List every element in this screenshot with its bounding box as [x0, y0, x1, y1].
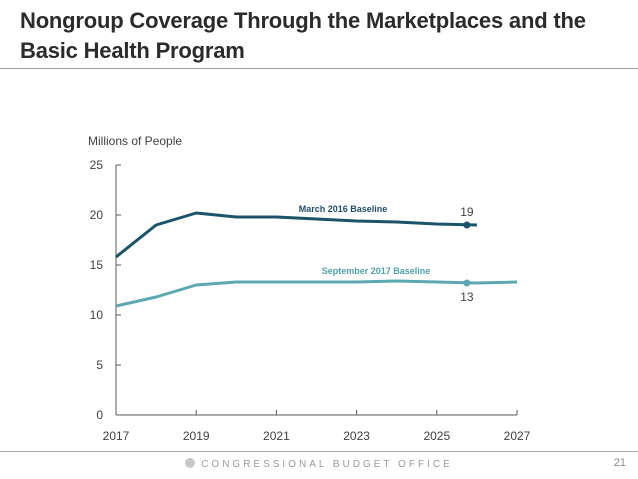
y-tick-label: 5 [96, 358, 103, 372]
series-line-september-2017-baseline [115, 279, 518, 308]
y-tick-label: 25 [90, 158, 104, 172]
y-tick-label: 15 [90, 258, 104, 272]
footer: CONGRESSIONAL BUDGET OFFICE [0, 458, 638, 470]
header-divider [0, 68, 638, 69]
marker-september-2017-baseline [463, 279, 471, 287]
series-line-march-2016-baseline [115, 211, 477, 259]
footer-text: CONGRESSIONAL BUDGET OFFICE [201, 459, 453, 470]
series-label-september-2017-baseline: September 2017 Baseline [322, 266, 431, 276]
marker-label-march-2016-baseline: 19 [460, 205, 474, 219]
series-label-march-2016-baseline: March 2016 Baseline [299, 204, 388, 214]
x-tick-label: 2019 [183, 429, 210, 443]
x-tick-label: 2023 [343, 429, 370, 443]
series-group: 19 March 2016 Baseline 13 September 2017 Ba… [115, 204, 518, 308]
y-tick-label: 10 [90, 308, 104, 322]
x-tick-label: 2027 [504, 429, 531, 443]
x-tick-label: 2025 [423, 429, 450, 443]
x-tick-label: 2021 [263, 429, 290, 443]
footer-divider [0, 451, 638, 452]
page-number: 21 [613, 457, 626, 469]
marker-label-september-2017-baseline: 13 [460, 290, 474, 304]
y-tick-label: 20 [90, 208, 104, 222]
marker-march-2016-baseline [463, 221, 471, 229]
x-tick-label: 2017 [103, 429, 130, 443]
y-tick-label: 0 [96, 408, 103, 422]
cbo-logo-icon [185, 458, 196, 468]
y-axis-label: Millions of People [88, 134, 182, 148]
slide-title: Nongroup Coverage Through the Marketplac… [20, 8, 586, 63]
